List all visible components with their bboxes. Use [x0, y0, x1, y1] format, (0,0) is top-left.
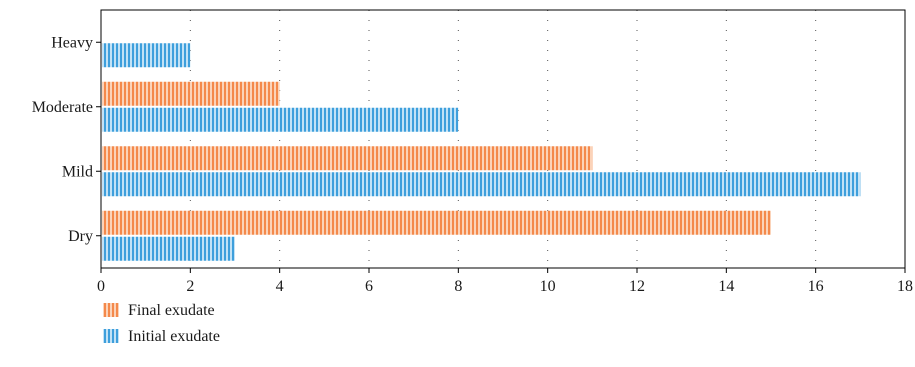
legend-swatch	[103, 303, 119, 317]
legend-swatch	[103, 329, 119, 343]
category-label-heavy: Heavy	[51, 34, 93, 51]
category-label-dry: Dry	[68, 228, 93, 245]
x-tick-label-4: 4	[276, 278, 284, 295]
category-label-moderate: Moderate	[32, 99, 93, 116]
x-tick-label-16: 16	[808, 278, 824, 295]
x-tick-label-0: 0	[97, 278, 105, 295]
bar-final-exudate-moderate	[102, 81, 280, 106]
x-tick-label-18: 18	[897, 278, 913, 295]
x-tick-label-2: 2	[186, 278, 194, 295]
bar-final-exudate-mild	[102, 146, 593, 171]
axes: 0 2 4 6 8 10 12 14 16 18 Heavy Moderate Mild Dry	[32, 34, 913, 295]
bar-initial-exudate-heavy	[102, 43, 191, 68]
x-tick-label-8: 8	[454, 278, 462, 295]
x-tick-label-6: 6	[365, 278, 373, 295]
x-tick-label-12: 12	[629, 278, 645, 295]
bar-initial-exudate-dry	[102, 236, 235, 261]
bar-initial-exudate-moderate	[102, 107, 459, 132]
legend-item-final-exudate: Final exudate	[103, 302, 215, 319]
x-tick-label-10: 10	[540, 278, 556, 295]
x-tick-label-14: 14	[718, 278, 734, 295]
bars	[102, 43, 861, 261]
category-label-mild: Mild	[62, 163, 93, 180]
bar-final-exudate-dry	[102, 210, 771, 235]
legend-label: Initial exudate	[128, 328, 220, 345]
legend: Final exudate Initial exudate	[103, 302, 220, 345]
legend-label: Final exudate	[128, 302, 215, 319]
bar-initial-exudate-mild	[102, 172, 861, 197]
plot-area-frame	[100, 9, 906, 269]
legend-item-initial-exudate: Initial exudate	[103, 328, 220, 345]
